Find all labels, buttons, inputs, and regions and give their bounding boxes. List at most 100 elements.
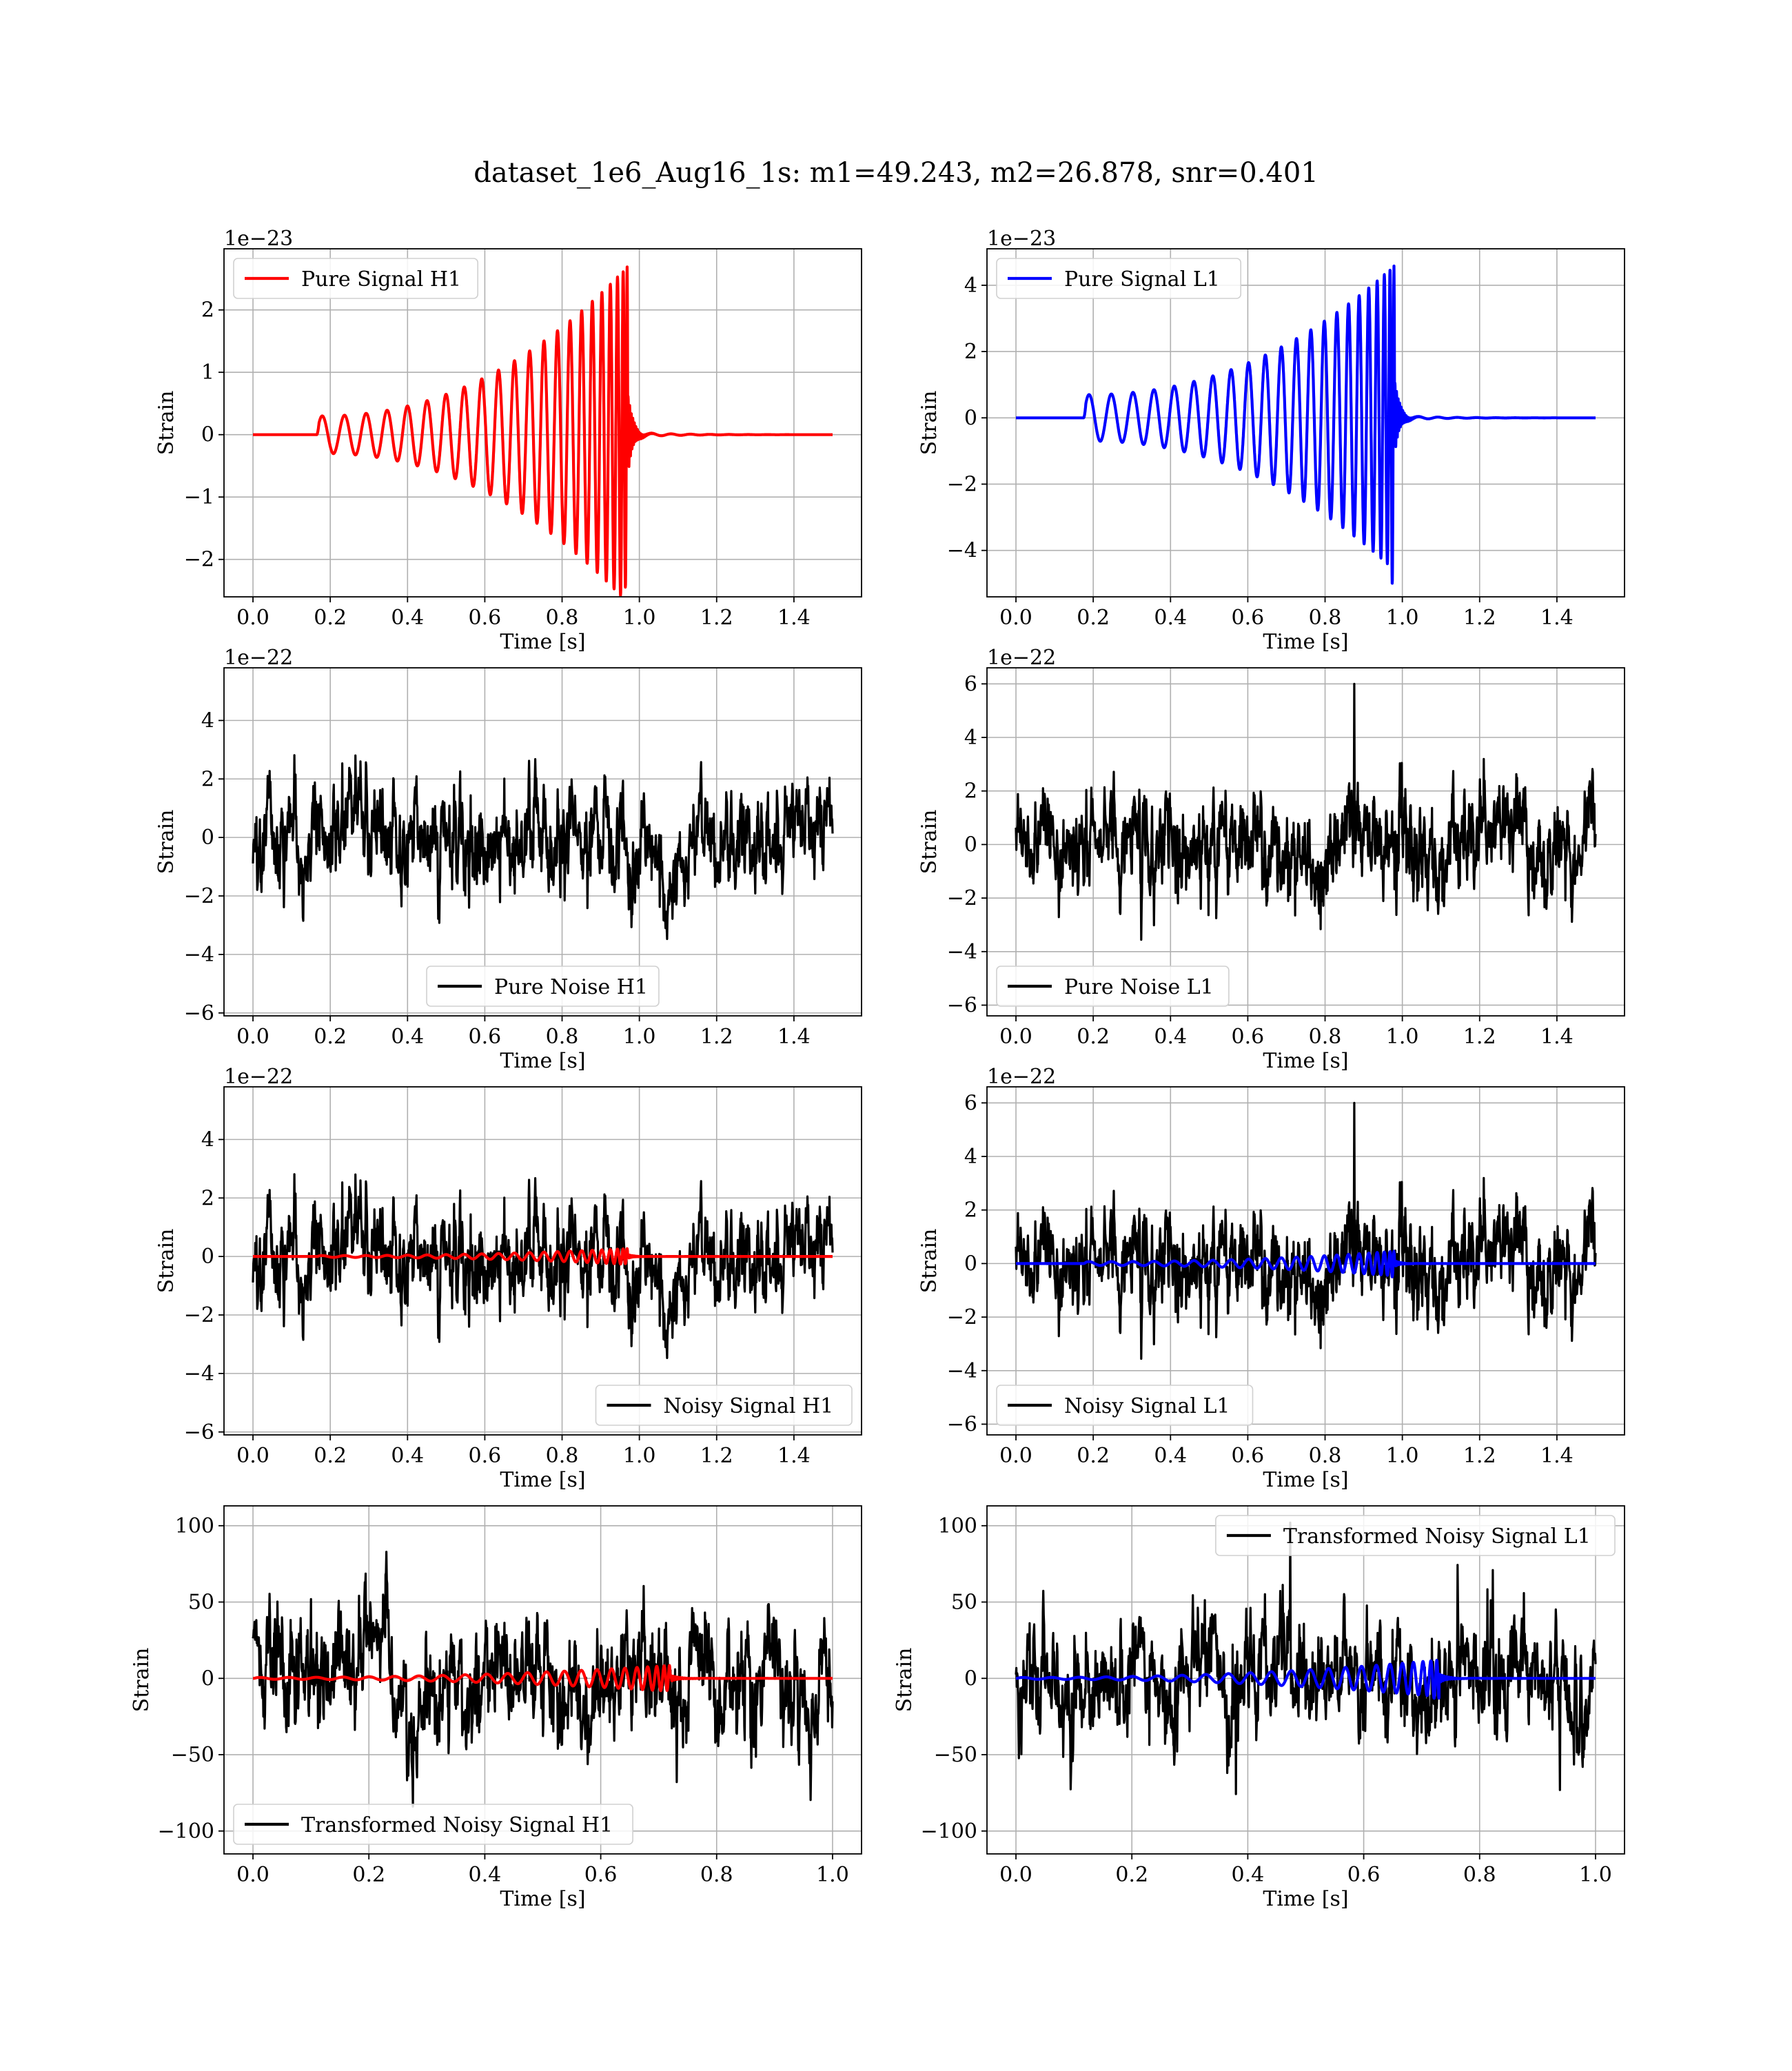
x-tick-label: 1.0 <box>1386 606 1419 630</box>
x-tick-label: 1.4 <box>777 1444 811 1468</box>
legend-label: Pure Noise H1 <box>494 975 648 999</box>
y-tick-label: 2 <box>201 767 214 791</box>
x-tick-label: 0.0 <box>236 606 269 630</box>
series-group <box>252 265 834 597</box>
y-tick-label: 0 <box>201 423 214 447</box>
series-line-noisy-signal-l1 <box>1015 1101 1597 1360</box>
y-tick-label: 0 <box>964 1252 977 1276</box>
x-tick-label: 1.0 <box>1386 1025 1419 1049</box>
y-tick-label: 100 <box>938 1514 977 1538</box>
y-tick-label: 0 <box>201 826 214 850</box>
chart-pure-noise-l1: 0.0 0.2 0.4 0.6 0.8 1.0 1.2 1.4 −6 −4 −2 0 2 4 6 Time [… <box>917 646 1625 1073</box>
x-tick-label: 0.0 <box>236 1863 269 1887</box>
legend: Pure Signal L1 <box>996 258 1242 299</box>
y-tick-label: −4 <box>947 940 977 964</box>
x-tick-label: 0.4 <box>391 1025 424 1049</box>
x-tick-label: 1.2 <box>700 1444 733 1468</box>
y-tick-label: 4 <box>201 708 214 733</box>
y-tick-label: −50 <box>934 1743 977 1767</box>
x-tick-label: 0.8 <box>1309 1444 1342 1468</box>
legend: Transformed Noisy Signal L1 <box>1215 1515 1616 1556</box>
y-axis-label: Strain <box>154 391 179 456</box>
y-tick-label: −2 <box>184 548 214 572</box>
x-tick-label: 1.2 <box>1463 1025 1496 1049</box>
series-group <box>1015 264 1597 585</box>
offset-text: 1e−23 <box>224 227 293 251</box>
y-tick-label: 50 <box>951 1591 977 1615</box>
series-line-pure-noise-h1 <box>252 754 834 940</box>
plot-frame <box>223 248 862 598</box>
x-tick-label: 0.8 <box>546 606 579 630</box>
y-tick-label: −6 <box>184 1001 214 1026</box>
series-line-signal-1 <box>1015 1658 1597 1700</box>
y-tick-label: 1 <box>201 360 214 385</box>
legend: Pure Signal H1 <box>233 258 479 299</box>
y-tick-label: −2 <box>947 472 977 496</box>
series-line-pure-noise-l1 <box>1015 682 1597 941</box>
x-tick-label: 0.6 <box>1232 606 1265 630</box>
plot-frame <box>223 1086 862 1436</box>
x-tick-label: 0.4 <box>391 606 424 630</box>
x-tick-label: 0.2 <box>352 1863 385 1887</box>
x-tick-label: 0.8 <box>700 1863 733 1887</box>
legend-label: Noisy Signal L1 <box>1064 1394 1230 1418</box>
y-tick-label: 2 <box>201 298 214 323</box>
legend-label: Noisy Signal H1 <box>664 1394 834 1418</box>
y-tick-label: 2 <box>201 1186 214 1210</box>
x-axis-label: Time [s] <box>500 1887 585 1911</box>
y-tick-label: 50 <box>188 1591 214 1615</box>
x-tick-label: 1.2 <box>700 1025 733 1049</box>
legend-label: Pure Signal H1 <box>301 267 461 292</box>
x-tick-label: 1.2 <box>1463 606 1496 630</box>
x-tick-label: 0.0 <box>999 1025 1032 1049</box>
x-tick-label: 1.4 <box>1540 1444 1574 1468</box>
x-tick-label: 0.4 <box>1154 606 1187 630</box>
y-axis-label: Strain <box>893 1648 917 1713</box>
y-tick-label: 100 <box>175 1514 214 1538</box>
y-tick-label: −4 <box>184 1362 214 1386</box>
y-axis-label: Strain <box>130 1648 154 1713</box>
plot-frame <box>986 1086 1625 1436</box>
x-tick-label: 1.2 <box>700 606 733 630</box>
x-tick-label: 0.2 <box>314 606 347 630</box>
y-tick-label: −4 <box>184 943 214 967</box>
y-tick-label: 4 <box>201 1128 214 1152</box>
x-tick-label: 0.2 <box>314 1025 347 1049</box>
x-tick-label: 1.0 <box>623 1025 656 1049</box>
legend: Transformed Noisy Signal H1 <box>233 1804 633 1845</box>
y-tick-label: −2 <box>947 1305 977 1329</box>
gridlines <box>224 249 862 597</box>
y-axis-label: Strain <box>917 391 941 456</box>
y-axis-label: Strain <box>154 1229 179 1294</box>
x-tick-label: 0.8 <box>1309 1025 1342 1049</box>
y-tick-label: 2 <box>964 779 977 804</box>
y-tick-label: 2 <box>964 340 977 364</box>
x-tick-label: 1.0 <box>816 1863 849 1887</box>
series-line-signal-1 <box>252 1247 834 1266</box>
chart-pure-signal-l1: 0.0 0.2 0.4 0.6 0.8 1.0 1.2 1.4 −4 −2 0 2 4 Time [s] S… <box>917 227 1625 654</box>
x-tick-label: 0.2 <box>1115 1863 1148 1887</box>
y-tick-label: −50 <box>171 1743 214 1767</box>
y-tick-label: 6 <box>964 1091 977 1115</box>
plot-frame <box>986 667 1625 1017</box>
x-tick-label: 0.0 <box>236 1444 269 1468</box>
series-group <box>1015 1101 1597 1360</box>
legend-box <box>996 258 1242 299</box>
chart-pure-signal-h1: 0.0 0.2 0.4 0.6 0.8 1.0 1.2 1.4 −2 −1 0 1 2 Time [s] S… <box>154 227 862 654</box>
series-group <box>252 1173 834 1359</box>
y-axis-label: Strain <box>154 810 179 875</box>
y-tick-label: −6 <box>947 1412 977 1436</box>
legend-box <box>233 1804 633 1845</box>
legend: Pure Noise H1 <box>426 966 660 1007</box>
plot-frame <box>223 667 862 1017</box>
y-tick-label: −2 <box>184 884 214 908</box>
x-tick-label: 1.4 <box>1540 606 1574 630</box>
figure-title: dataset_1e6_Aug16_1s: m1=49.243, m2=26.8… <box>474 157 1318 189</box>
series-line-signal-1 <box>1015 1249 1597 1278</box>
legend-box <box>426 966 660 1007</box>
series-group <box>252 754 834 940</box>
offset-text: 1e−23 <box>987 227 1056 251</box>
x-tick-label: 1.4 <box>777 606 811 630</box>
x-tick-label: 0.0 <box>999 1863 1032 1887</box>
series-group <box>252 1551 834 1808</box>
